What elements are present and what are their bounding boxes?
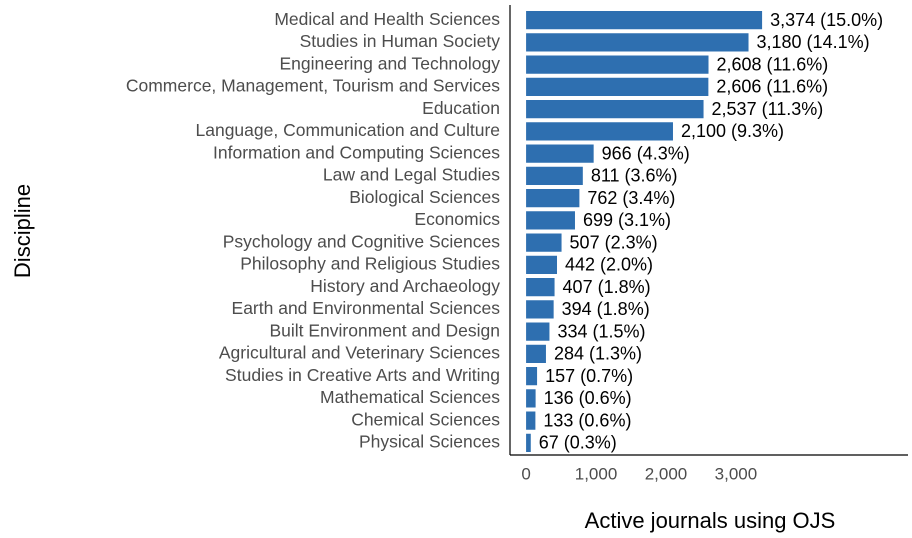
bar	[526, 278, 555, 297]
bar	[526, 367, 538, 386]
y-tick-label: Language, Communication and Culture	[196, 120, 501, 140]
bar	[526, 144, 594, 163]
y-tick-label: History and Archaeology	[310, 276, 500, 296]
value-label: 394 (1.8%)	[562, 299, 650, 319]
y-axis-title: Discipline	[10, 184, 35, 278]
bar	[526, 322, 550, 341]
value-label: 407 (1.8%)	[563, 277, 651, 297]
bar	[526, 211, 575, 230]
value-label: 699 (3.1%)	[583, 210, 671, 230]
y-tick-label: Psychology and Cognitive Sciences	[223, 231, 500, 251]
y-tick-label: Studies in Creative Arts and Writing	[225, 365, 500, 385]
x-axis-title: Active journals using OJS	[585, 508, 836, 533]
x-tick-label: 1,000	[575, 464, 618, 483]
y-tick-label: Engineering and Technology	[279, 53, 500, 73]
y-tick-label: Education	[422, 98, 500, 118]
value-label: 3,374 (15.0%)	[770, 10, 883, 30]
bar	[526, 433, 531, 452]
bar	[526, 300, 554, 319]
y-tick-label: Chemical Sciences	[351, 409, 500, 429]
bar	[526, 77, 709, 96]
bar	[526, 411, 536, 430]
bar	[526, 100, 704, 119]
y-tick-label: Biological Sciences	[349, 187, 500, 207]
value-label: 2,608 (11.6%)	[717, 54, 829, 74]
bar	[526, 166, 583, 185]
value-label: 442 (2.0%)	[565, 255, 653, 275]
value-label: 136 (0.6%)	[544, 388, 632, 408]
y-tick-label: Studies in Human Society	[300, 31, 501, 51]
x-tick-label: 2,000	[645, 464, 688, 483]
bar	[526, 344, 546, 363]
value-label: 3,180 (14.1%)	[757, 32, 870, 52]
y-tick-label: Physical Sciences	[359, 432, 500, 452]
value-label: 2,537 (11.3%)	[712, 99, 824, 119]
bar	[526, 33, 749, 52]
y-tick-label: Information and Computing Sciences	[213, 142, 500, 162]
y-tick-label: Built Environment and Design	[269, 320, 500, 340]
bar	[526, 55, 709, 74]
value-label: 67 (0.3%)	[539, 433, 617, 453]
value-label: 966 (4.3%)	[602, 143, 690, 163]
y-tick-label: Economics	[414, 209, 500, 229]
value-label: 133 (0.6%)	[543, 410, 631, 430]
value-label: 284 (1.3%)	[554, 344, 642, 364]
x-tick-label: 3,000	[715, 464, 758, 483]
bar	[526, 189, 580, 208]
bar	[526, 255, 558, 274]
bar	[526, 11, 763, 30]
y-tick-label: Commerce, Management, Tourism and Servic…	[126, 76, 500, 96]
value-label: 334 (1.5%)	[557, 321, 645, 341]
bar	[526, 389, 536, 408]
value-label: 762 (3.4%)	[587, 188, 675, 208]
value-label: 2,100 (9.3%)	[681, 121, 784, 141]
y-tick-label: Law and Legal Studies	[323, 165, 500, 185]
y-tick-label: Philosophy and Religious Studies	[240, 254, 500, 274]
y-tick-label: Medical and Health Sciences	[274, 9, 500, 29]
value-label: 2,606 (11.6%)	[716, 77, 828, 97]
bar	[526, 233, 562, 252]
value-label: 811 (3.6%)	[591, 166, 678, 186]
x-tick-label: 0	[521, 464, 530, 483]
y-tick-label: Mathematical Sciences	[320, 387, 500, 407]
bar	[526, 122, 673, 141]
value-label: 157 (0.7%)	[545, 366, 633, 386]
value-label: 507 (2.3%)	[570, 232, 658, 252]
y-tick-label: Earth and Environmental Sciences	[232, 298, 501, 318]
y-tick-label: Agricultural and Veterinary Sciences	[219, 343, 500, 363]
